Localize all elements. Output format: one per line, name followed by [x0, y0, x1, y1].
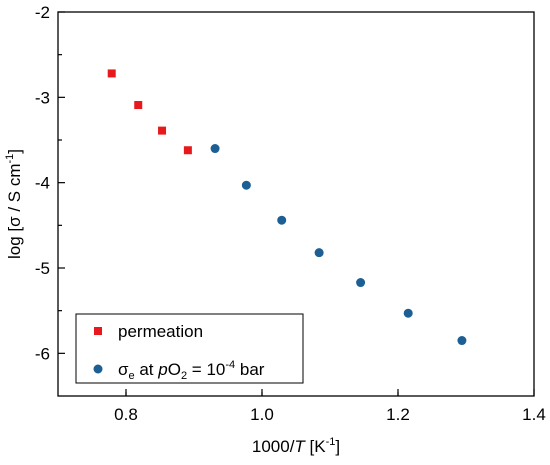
- plot-area: [107, 69, 467, 346]
- x-axis-title-italic: T: [294, 437, 306, 456]
- x-tick-label: 1.2: [386, 405, 410, 424]
- legend-marker-sigma-e: [93, 364, 103, 374]
- y-axis-title: log [σ / S cm-1]: [4, 149, 24, 259]
- legend-sup: -4: [225, 359, 235, 371]
- legend-p: p: [157, 360, 167, 379]
- x-tick-label: 1.0: [250, 405, 274, 424]
- data-point-sigma-e: [314, 248, 324, 258]
- plot-frame: [57, 11, 535, 397]
- x-axis-title-sup: -1: [326, 436, 336, 448]
- data-point-permeation: [183, 146, 192, 155]
- plot-border: [57, 11, 535, 397]
- x-tick-label: 1.4: [522, 405, 546, 424]
- y-tick-label: -2: [35, 3, 50, 22]
- y-axis: -2 -3 -4 -5 -6: [35, 3, 65, 363]
- y-axis-title-sup: -1: [4, 154, 16, 164]
- data-point-permeation: [107, 69, 116, 78]
- y-tick-label: -6: [35, 344, 50, 363]
- y-axis-title-end: ]: [5, 149, 24, 154]
- y-tick-label: -5: [35, 259, 50, 278]
- x-axis-title-end: ]: [335, 437, 340, 456]
- legend-o: O: [168, 360, 181, 379]
- legend-label-sigma-e: σe at pO2 = 10-4 bar: [118, 359, 265, 382]
- legend-box: [75, 313, 304, 384]
- data-point-sigma-e: [277, 215, 287, 225]
- data-point-sigma-e: [457, 336, 467, 346]
- data-point-sigma-e: [403, 308, 413, 318]
- data-point-permeation: [158, 126, 167, 135]
- x-axis-title: 1000/T [K-1]: [252, 436, 340, 456]
- data-point-sigma-e: [241, 180, 251, 190]
- data-point-permeation: [134, 101, 143, 110]
- x-tick-label: 0.8: [114, 405, 138, 424]
- data-point-sigma-e: [210, 144, 220, 154]
- x-axis: 0.8 1.0 1.2 1.4: [114, 389, 546, 424]
- y-tick-label: -4: [35, 174, 50, 193]
- legend-eq: = 10: [187, 360, 225, 379]
- x-axis-title-main: 1000/: [252, 437, 295, 456]
- data-point-sigma-e: [356, 278, 366, 288]
- y-axis-title-main: log [σ / S cm: [5, 163, 24, 259]
- legend-sigma-sub: e: [129, 370, 135, 382]
- legend-label-permeation: permeation: [118, 322, 203, 341]
- legend: permeation σe at pO2 = 10-4 bar: [75, 313, 304, 384]
- y-tick-label: -3: [35, 88, 50, 107]
- legend-marker-permeation: [94, 327, 102, 335]
- legend-at: at: [135, 360, 159, 379]
- legend-sigma: σ: [118, 360, 129, 379]
- x-axis-title-after: [K: [305, 437, 326, 456]
- legend-unit: bar: [235, 360, 265, 379]
- legend-o2-sub: 2: [181, 370, 187, 382]
